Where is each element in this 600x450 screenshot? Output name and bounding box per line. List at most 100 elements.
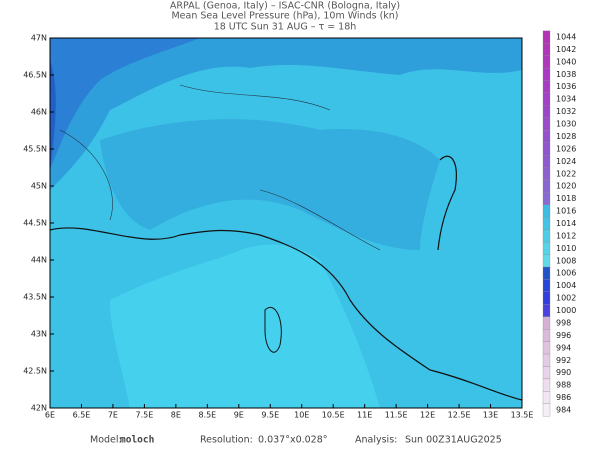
island bbox=[264, 307, 282, 353]
lat-label: 43N bbox=[31, 330, 47, 339]
colorbar-label: 986 bbox=[556, 393, 571, 402]
colorbar-label: 990 bbox=[556, 368, 571, 377]
colorbar-swatch bbox=[542, 55, 551, 69]
colorbar-swatch bbox=[542, 204, 551, 218]
footer-text: moloch bbox=[120, 435, 154, 446]
colorbar-swatch bbox=[542, 403, 551, 417]
colorbar-label: 1036 bbox=[556, 82, 576, 91]
footer-text: Sun 00Z31AUG2025 bbox=[405, 435, 502, 446]
lon-label: 7E bbox=[108, 411, 118, 420]
colorbar-swatch bbox=[542, 167, 551, 181]
colorbar-swatch bbox=[542, 391, 551, 404]
colorbar-swatch bbox=[542, 80, 551, 94]
lon-label: 12.5E bbox=[448, 411, 471, 420]
colorbar-swatch bbox=[542, 378, 551, 392]
pressure-area bbox=[50, 38, 200, 170]
colorbar-swatch bbox=[542, 30, 551, 44]
colorbar-label: 1014 bbox=[556, 219, 576, 228]
colorbar-label: 1022 bbox=[556, 169, 576, 178]
colorbar-label: 1034 bbox=[556, 95, 576, 104]
colorbar-label: 1000 bbox=[556, 306, 576, 315]
footer-text: Analysis: bbox=[355, 435, 397, 446]
lat-label: 43.5N bbox=[23, 293, 47, 302]
colorbar-label: 1032 bbox=[556, 107, 576, 116]
colorbar-label: 1012 bbox=[556, 231, 576, 240]
colorbar-swatch bbox=[542, 130, 551, 143]
lon-label: 13E bbox=[483, 411, 498, 420]
colorbar-label: 1040 bbox=[556, 57, 576, 66]
pressure-area bbox=[50, 60, 56, 170]
colorbar-label: 996 bbox=[556, 331, 571, 340]
colorbar-label: 1030 bbox=[556, 120, 576, 129]
colorbar-label: 1010 bbox=[556, 244, 576, 253]
colorbar-label: 1018 bbox=[556, 194, 576, 203]
footer-text: Resolution: bbox=[200, 435, 253, 446]
lat-label: 45.5N bbox=[23, 145, 47, 154]
colorbar-swatch bbox=[542, 192, 551, 206]
colorbar-swatch bbox=[542, 291, 551, 305]
colorbar-label: 1016 bbox=[556, 207, 576, 216]
lat-label: 42.5N bbox=[23, 367, 47, 376]
lat-label: 42N bbox=[31, 404, 47, 413]
colorbar-swatch bbox=[542, 241, 551, 255]
border bbox=[59, 84, 381, 251]
colorbar-label: 998 bbox=[556, 318, 571, 327]
colorbar-label: 1008 bbox=[556, 256, 576, 265]
lon-label: 8.5E bbox=[198, 411, 216, 420]
colorbar-label: 1020 bbox=[556, 182, 576, 191]
colorbar-swatch bbox=[542, 279, 551, 293]
title: ARPAL (Genoa, Italy) – ISAC-CNR (Bologna… bbox=[170, 1, 400, 12]
coastline bbox=[437, 155, 457, 251]
colorbar-swatch bbox=[542, 266, 551, 280]
lat-label: 44.5N bbox=[23, 219, 47, 228]
colorbar-swatch bbox=[542, 154, 551, 168]
lon-label: 6E bbox=[45, 411, 55, 420]
colorbar-label: 988 bbox=[556, 381, 571, 390]
lon-label: 7.5E bbox=[136, 411, 154, 420]
lat-label: 46N bbox=[31, 108, 47, 117]
lon-label: 8E bbox=[171, 411, 181, 420]
lon-label: 11.5E bbox=[385, 411, 408, 420]
lon-label: 9E bbox=[234, 411, 244, 420]
colorbar-label: 992 bbox=[556, 356, 571, 365]
colorbar-swatch bbox=[542, 92, 551, 106]
lat-label: 45N bbox=[31, 182, 47, 191]
lon-label: 9.5E bbox=[261, 411, 279, 420]
footer-text: Model: bbox=[90, 435, 122, 446]
map bbox=[49, 37, 523, 409]
colorbar-swatch bbox=[542, 117, 551, 131]
lat-label: 46.5N bbox=[23, 71, 47, 80]
colorbar-swatch bbox=[542, 341, 551, 355]
pressure-area bbox=[50, 38, 522, 190]
colorbar-swatch bbox=[542, 43, 551, 56]
colorbar-swatch bbox=[542, 254, 551, 268]
colorbar-label: 984 bbox=[556, 406, 571, 415]
lat-label: 44N bbox=[31, 256, 47, 265]
colorbar-swatch bbox=[542, 366, 551, 380]
lat-label: 47N bbox=[31, 34, 47, 43]
colorbar-swatch bbox=[542, 304, 551, 317]
lon-label: 10E bbox=[294, 411, 309, 420]
lon-label: 12E bbox=[420, 411, 435, 420]
valid-time: 18 UTC Sun 31 AUG – τ = 18h bbox=[214, 22, 357, 33]
colorbar-label: 1038 bbox=[556, 70, 576, 79]
colorbar-swatch bbox=[542, 67, 551, 81]
lon-label: 11E bbox=[357, 411, 372, 420]
pressure-area bbox=[100, 119, 440, 250]
colorbar-swatch bbox=[542, 179, 551, 193]
colorbar-label: 994 bbox=[556, 343, 571, 352]
colorbar-label: 1004 bbox=[556, 281, 576, 290]
colorbar-swatch bbox=[542, 353, 551, 367]
colorbar-swatch bbox=[542, 142, 551, 156]
colorbar-label: 1028 bbox=[556, 132, 576, 141]
lon-label: 6.5E bbox=[73, 411, 91, 420]
colorbar-label: 1006 bbox=[556, 269, 576, 278]
pressure-area bbox=[110, 244, 380, 408]
colorbar-label: 1024 bbox=[556, 157, 576, 166]
colorbar-label: 1044 bbox=[556, 33, 576, 42]
colorbar-swatch bbox=[542, 316, 551, 330]
lon-label: 10.5E bbox=[322, 411, 345, 420]
colorbar-label: 1026 bbox=[556, 144, 576, 153]
colorbar-label: 1002 bbox=[556, 294, 576, 303]
